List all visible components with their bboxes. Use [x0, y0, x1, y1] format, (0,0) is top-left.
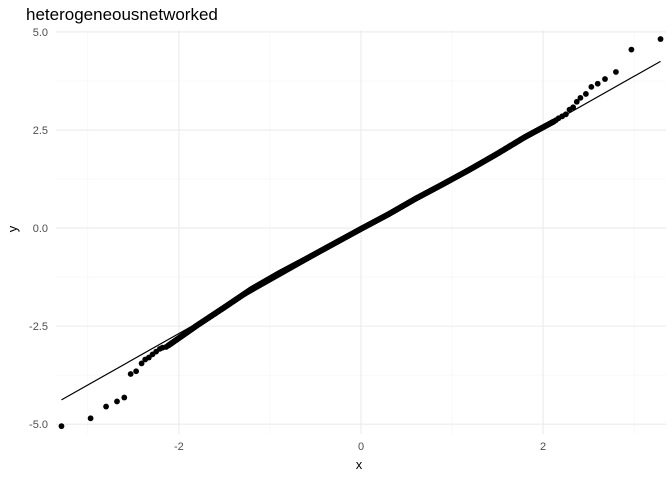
data-point	[613, 69, 619, 75]
data-point	[87, 415, 94, 422]
data-point	[602, 76, 608, 82]
y-tick-label: 0.0	[33, 223, 48, 235]
tick-labels: -2 0 2 -5.0 -2.5 0.0 2.5 5.0	[29, 27, 546, 453]
y-tick-label: 5.0	[33, 27, 48, 39]
data-point	[657, 36, 664, 42]
data-point	[114, 398, 120, 405]
data-point	[570, 104, 577, 111]
data-point	[163, 344, 170, 350]
data-point	[121, 394, 128, 401]
data-point	[138, 360, 145, 367]
x-axis-title: x	[356, 457, 363, 472]
data-point	[58, 423, 65, 430]
y-tick-label: -5.0	[29, 419, 48, 431]
data-point	[127, 371, 134, 377]
chart-title: heterogeneousnetworked	[26, 5, 218, 24]
data-point	[628, 46, 635, 53]
y-tick-label: 2.5	[33, 125, 48, 137]
y-axis-title: y	[5, 225, 20, 232]
data-point	[103, 403, 109, 410]
data-point	[582, 91, 589, 97]
data-point	[133, 368, 140, 375]
data-point	[577, 94, 584, 101]
y-tick-label: -2.5	[29, 321, 48, 333]
x-tick-label: 2	[540, 441, 546, 453]
data-point	[588, 83, 595, 90]
data-point	[562, 111, 569, 118]
x-tick-label: -2	[174, 441, 184, 453]
data-points	[58, 36, 664, 430]
data-point	[573, 98, 580, 105]
x-tick-label: 0	[358, 441, 364, 453]
data-point	[594, 80, 601, 87]
